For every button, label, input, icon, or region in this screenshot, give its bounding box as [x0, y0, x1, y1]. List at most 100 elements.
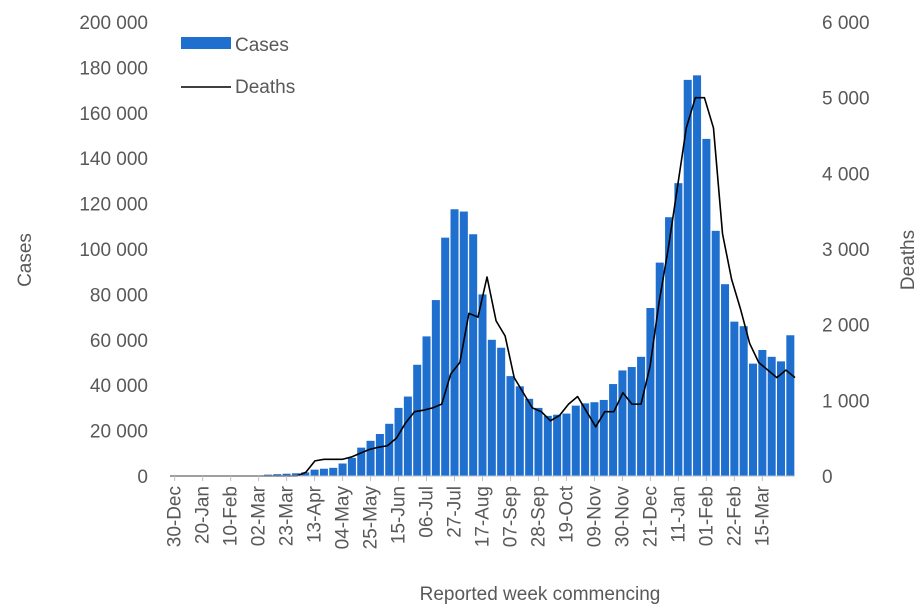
left-tick-label: 60 000	[90, 331, 148, 352]
cases-bar	[637, 356, 646, 476]
cases-bar	[562, 413, 571, 476]
x-tick-label: 04-May	[333, 486, 354, 550]
right-axis-ticks: 0 1 000 2 000 3 000 4 000 5 000 6 000	[822, 13, 870, 488]
right-tick-label: 5 000	[822, 89, 870, 110]
cases-bar	[478, 294, 487, 476]
x-tick-label: 07-Sep	[500, 486, 521, 547]
x-tick-label: 22-Feb	[724, 486, 745, 546]
cases-bar	[497, 347, 506, 476]
cases-bar	[674, 183, 683, 477]
x-tick-label: 15-Jun	[389, 486, 410, 544]
cases-bar	[786, 335, 795, 476]
cases-bar	[375, 434, 384, 476]
cases-bar	[646, 308, 655, 476]
cases-bar	[543, 415, 552, 476]
left-tick-label: 120 000	[79, 195, 148, 216]
left-axis-ticks: 0 20 000 40 000 60 000 80 000 100 000 120 000 1…	[79, 13, 148, 488]
x-tick-label: 30-Dec	[165, 486, 186, 547]
right-tick-label: 3 000	[822, 240, 870, 261]
x-tick-label: 20-Jan	[193, 486, 214, 544]
left-tick-label: 200 000	[79, 13, 148, 34]
cases-bar	[749, 363, 758, 476]
cases-bar	[450, 209, 459, 476]
cases-bar	[777, 361, 786, 476]
cases-bar	[338, 463, 347, 476]
right-tick-label: 6 000	[822, 13, 870, 34]
left-tick-label: 160 000	[79, 104, 148, 125]
x-tick-label: 10-Feb	[221, 486, 242, 546]
x-tick-label: 28-Sep	[528, 486, 549, 547]
cases-bar	[721, 284, 730, 476]
left-tick-label: 140 000	[79, 149, 148, 170]
cases-bar	[413, 364, 422, 476]
cases-bar	[357, 447, 366, 477]
cases-bar	[366, 440, 375, 476]
cases-bar	[739, 326, 748, 476]
cases-bar	[525, 398, 534, 476]
right-axis-title: Deaths	[898, 230, 919, 290]
right-tick-label: 1 000	[822, 391, 870, 412]
cases-bar	[282, 473, 291, 476]
cases-bar	[422, 336, 431, 476]
right-tick-label: 2 000	[822, 316, 870, 337]
left-tick-label: 40 000	[90, 376, 148, 397]
right-tick-label: 4 000	[822, 164, 870, 185]
cases-bar	[627, 367, 636, 476]
cases-bar	[590, 402, 599, 476]
cases-bar	[553, 414, 562, 476]
cases-bar	[506, 376, 515, 476]
cases-bar	[599, 399, 608, 476]
cases-bar	[693, 75, 702, 476]
cases-bar	[683, 79, 692, 476]
left-tick-label: 0	[137, 467, 148, 488]
cases-bar	[515, 386, 524, 476]
x-tick-label: 27-Jul	[445, 486, 466, 538]
left-tick-label: 80 000	[90, 285, 148, 306]
x-tick-label: 06-Jul	[417, 486, 438, 538]
left-tick-label: 20 000	[90, 422, 148, 443]
cases-bar	[310, 469, 319, 476]
cases-bar	[730, 321, 739, 476]
x-tick-label: 25-May	[361, 486, 382, 550]
cases-bar	[487, 339, 496, 476]
right-tick-label: 0	[822, 467, 833, 488]
x-tick-label: 19-Oct	[556, 485, 577, 543]
cases-bar	[581, 403, 590, 476]
cases-bar	[571, 405, 580, 476]
cases-bar	[394, 407, 403, 476]
left-tick-label: 100 000	[79, 240, 148, 261]
cases-bar	[329, 467, 338, 476]
cases-bar	[469, 234, 478, 476]
cases-bar	[441, 237, 450, 476]
x-tick-label: 09-Nov	[584, 486, 605, 548]
cases-bar	[403, 396, 412, 476]
cases-bar	[702, 138, 711, 476]
legend: Cases Deaths	[181, 35, 295, 98]
cases-bar	[767, 356, 776, 476]
cases-bar	[534, 407, 543, 476]
cases-bar	[301, 472, 310, 476]
legend-deaths-label: Deaths	[235, 77, 295, 98]
legend-cases-swatch	[181, 37, 231, 49]
legend-cases-label: Cases	[235, 35, 289, 56]
x-tick-label: 17-Aug	[473, 486, 494, 547]
x-tick-label: 15-Mar	[752, 485, 773, 546]
cases-bar	[655, 262, 664, 476]
cases-bar	[319, 468, 328, 476]
x-tick-label: 30-Nov	[612, 486, 633, 548]
cases-bars	[263, 75, 795, 477]
x-tick-label: 23-Mar	[277, 485, 298, 546]
x-axis-title: Reported week commencing	[420, 584, 661, 605]
cases-bar	[385, 423, 394, 476]
cases-bar	[291, 473, 300, 476]
left-tick-label: 180 000	[79, 58, 148, 79]
x-tick-label: 01-Feb	[696, 486, 717, 546]
x-tick-label: 02-Mar	[249, 485, 270, 546]
x-tick-label: 11-Jan	[668, 486, 689, 543]
cases-bar	[665, 217, 674, 476]
cases-bar	[618, 370, 627, 476]
left-axis-title: Cases	[15, 233, 36, 287]
cases-bar	[273, 474, 282, 476]
x-axis-ticks: 30-Dec 20-Jan 10-Feb 02-Mar 23-Mar 13-Apr 04-M…	[165, 476, 773, 550]
